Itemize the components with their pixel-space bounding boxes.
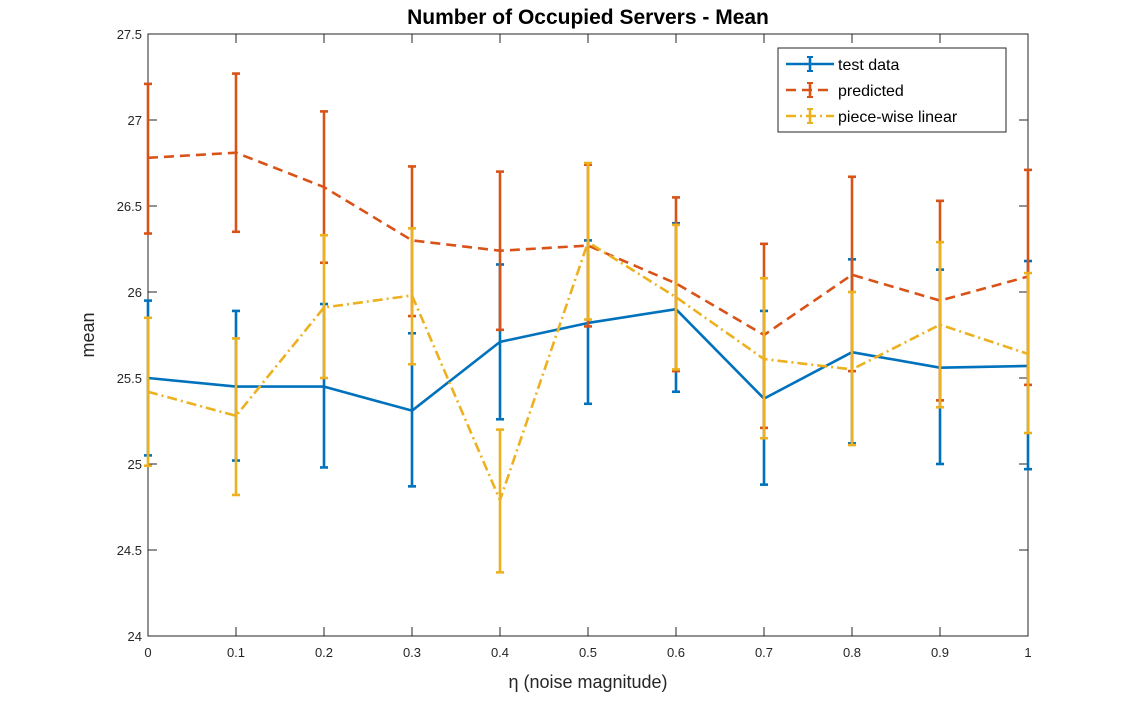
y-tick-label: 26.5	[117, 199, 142, 214]
x-tick-label: 1	[1024, 645, 1031, 660]
y-axis-label: mean	[78, 312, 98, 357]
y-tick-label: 25	[128, 457, 142, 472]
x-tick-label: 0.7	[755, 645, 773, 660]
legend-label: test data	[838, 57, 899, 74]
x-tick-label: 0.2	[315, 645, 333, 660]
y-tick-label: 24	[128, 629, 142, 644]
x-tick-label: 0.4	[491, 645, 509, 660]
legend: test data predicted piece-wise linear	[777, 47, 1007, 133]
series-piece-wise-linear	[144, 161, 1032, 574]
series-line	[147, 151, 1029, 337]
series-layer	[144, 72, 1032, 574]
x-tick-label: 0.9	[931, 645, 949, 660]
x-tick-label: 0.1	[227, 645, 245, 660]
x-tick-label: 0.6	[667, 645, 685, 660]
y-tick-label: 26	[128, 285, 142, 300]
x-axis-label: η (noise magnitude)	[508, 672, 667, 692]
y-tick-label: 24.5	[117, 543, 142, 558]
y-tick-label: 25.5	[117, 371, 142, 386]
legend-label: predicted	[838, 83, 904, 100]
legend-label: piece-wise linear	[838, 109, 958, 126]
x-tick-label: 0	[144, 645, 151, 660]
y-tick-label: 27	[128, 113, 142, 128]
x-tick-label: 0.5	[579, 645, 597, 660]
x-tick-label: 0.3	[403, 645, 421, 660]
chart-title: Number of Occupied Servers - Mean	[407, 6, 769, 29]
y-tick-label: 27.5	[117, 27, 142, 42]
x-tick-label: 0.8	[843, 645, 861, 660]
legend-box	[777, 47, 1007, 133]
axis-ticks: 0 0.1 0.2 0.3 0.4 0.5 0.6 0.7 0.8 0.9 1 24 24.5 25 25.…	[117, 27, 1032, 660]
